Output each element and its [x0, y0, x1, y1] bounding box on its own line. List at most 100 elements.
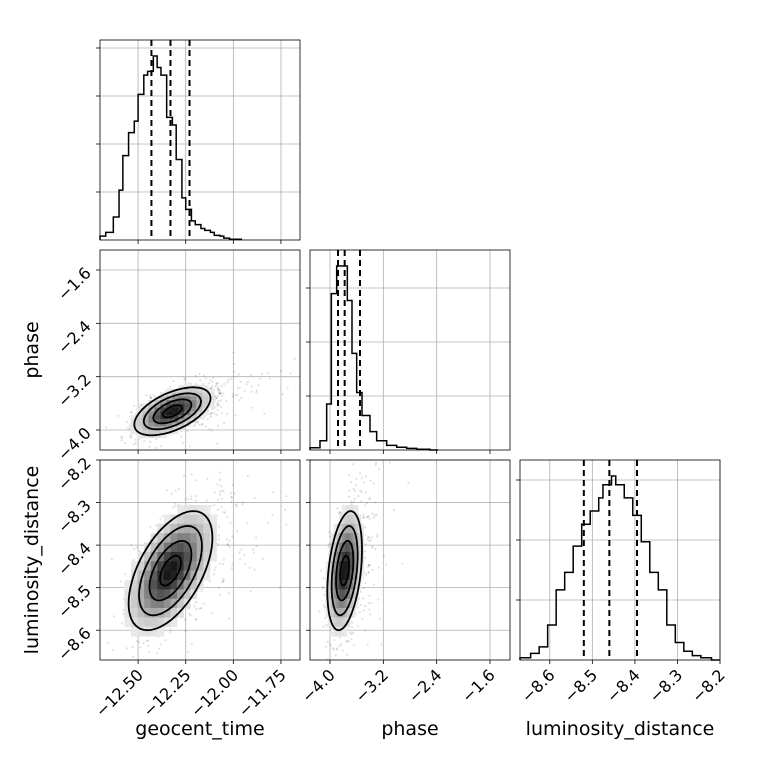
density-cell	[344, 580, 348, 590]
scatter-point	[327, 545, 330, 549]
scatter-point	[222, 558, 225, 561]
density-cell	[177, 533, 184, 543]
scatter-point	[329, 542, 332, 546]
density-cell	[328, 617, 332, 628]
scatter-point	[133, 405, 136, 408]
density-cell	[336, 580, 340, 590]
density-cell	[352, 551, 356, 562]
density-cell	[350, 551, 354, 562]
scatter-point	[241, 503, 244, 506]
scatter-point	[222, 490, 225, 493]
scatter-point	[149, 396, 152, 399]
density-cell	[136, 422, 143, 427]
scatter-point	[321, 587, 325, 590]
scatter-point	[285, 523, 288, 526]
scatter-point	[363, 556, 367, 559]
density-cell	[166, 426, 173, 431]
scatter-point	[155, 446, 158, 449]
scatter-point	[188, 612, 191, 615]
density-cell	[172, 400, 179, 405]
scatter-point	[369, 479, 372, 482]
scatter-point	[183, 378, 186, 381]
scatter-point	[149, 396, 152, 400]
density-cell	[331, 551, 335, 562]
scatter-point	[206, 418, 209, 421]
scatter-point	[174, 489, 177, 492]
scatter-point	[368, 563, 371, 567]
scatter-point	[217, 538, 221, 541]
scatter-point	[360, 477, 363, 480]
scatter-point	[140, 403, 143, 406]
density-cell	[341, 626, 345, 637]
scatter-point	[366, 538, 369, 541]
density-cell	[150, 617, 158, 628]
scatter-point	[352, 644, 355, 647]
density-cell	[157, 598, 165, 609]
scatter-point	[217, 403, 220, 406]
scatter-point	[359, 489, 362, 492]
y-tick-label: −8.3	[54, 496, 95, 537]
scatter-luminosity-distance-vs-phase-panel: −4.0 −3.2 −2.4 −1.6	[298, 459, 511, 706]
scatter-point	[200, 606, 203, 610]
density-cell	[130, 418, 137, 423]
scatter-point	[360, 490, 363, 494]
contour-line	[127, 510, 214, 632]
density-cell	[352, 505, 356, 515]
scatter-point	[367, 570, 370, 574]
density-cell	[190, 570, 198, 581]
scatter-point	[218, 490, 221, 493]
scatter-point	[324, 645, 328, 648]
scatter-point	[217, 390, 220, 393]
density-cell	[341, 542, 345, 553]
scatter-point	[227, 592, 230, 595]
density-cell	[148, 407, 155, 412]
density-cell	[339, 551, 343, 562]
density-cell	[333, 626, 337, 637]
density-cell	[154, 403, 161, 408]
scatter-point	[234, 394, 237, 397]
scatter-point	[271, 513, 274, 517]
scatter-point	[367, 572, 370, 575]
density-cell	[341, 589, 345, 600]
scatter-point	[120, 435, 123, 439]
density-cell	[130, 430, 137, 435]
scatter-point	[322, 625, 325, 628]
density-cell	[355, 514, 359, 525]
scatter-point	[130, 411, 133, 414]
scatter-point	[112, 615, 116, 618]
density-cell	[336, 542, 340, 553]
scatter-point	[220, 412, 224, 415]
scatter-point	[235, 503, 238, 506]
density-cell	[339, 589, 343, 600]
scatter-point	[360, 500, 363, 503]
density-cell	[163, 570, 171, 581]
density-cell	[150, 626, 158, 637]
density-cell	[203, 570, 211, 581]
density-cell	[157, 626, 165, 637]
scatter-point	[372, 516, 375, 519]
scatter-point	[222, 511, 225, 514]
density-cell	[163, 561, 171, 571]
density-cell	[144, 561, 152, 571]
density-cell	[358, 542, 362, 553]
density-cell	[172, 426, 179, 431]
scatter-point	[364, 572, 367, 575]
density-cell	[361, 523, 365, 534]
scatter-point	[352, 487, 355, 490]
scatter-point	[368, 517, 371, 520]
scatter-point	[243, 562, 246, 566]
density-cell	[347, 514, 351, 525]
scatter-point	[161, 515, 164, 518]
density-cell	[177, 514, 184, 525]
scatter-point	[152, 394, 155, 397]
density-cell	[163, 533, 171, 543]
density-cell	[163, 514, 171, 525]
contour-line	[335, 540, 355, 602]
scatter-point	[231, 483, 234, 486]
density-cell	[178, 396, 185, 401]
scatter-point	[186, 650, 189, 653]
scatter-point	[218, 392, 222, 395]
scatter-point	[215, 397, 218, 400]
y-axis-label-luminosity-distance: luminosity_distance	[21, 466, 43, 655]
